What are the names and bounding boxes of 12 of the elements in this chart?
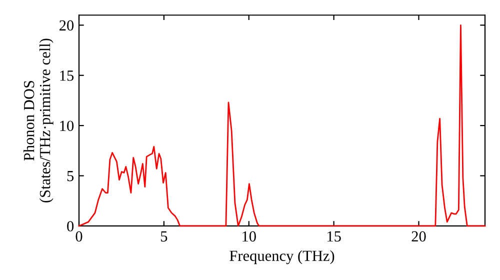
- x-tick-label: 15: [328, 231, 341, 242]
- y-tick-label: 15: [60, 70, 74, 81]
- y-tick-label: 5: [67, 171, 74, 182]
- x-tick-label: 10: [242, 231, 256, 242]
- y-tick-label: 0: [67, 221, 74, 232]
- x-tick-label: 0: [76, 231, 82, 242]
- x-tick-label: 20: [412, 231, 426, 242]
- y-tick-label: 20: [60, 20, 74, 31]
- y-tick-label: 10: [60, 120, 74, 132]
- y-axis-title: Phonon DOS (States/THz·primitive cell): [23, 38, 54, 202]
- x-axis-title: Frequency (THz): [230, 250, 334, 264]
- x-tick-label: 5: [161, 231, 168, 242]
